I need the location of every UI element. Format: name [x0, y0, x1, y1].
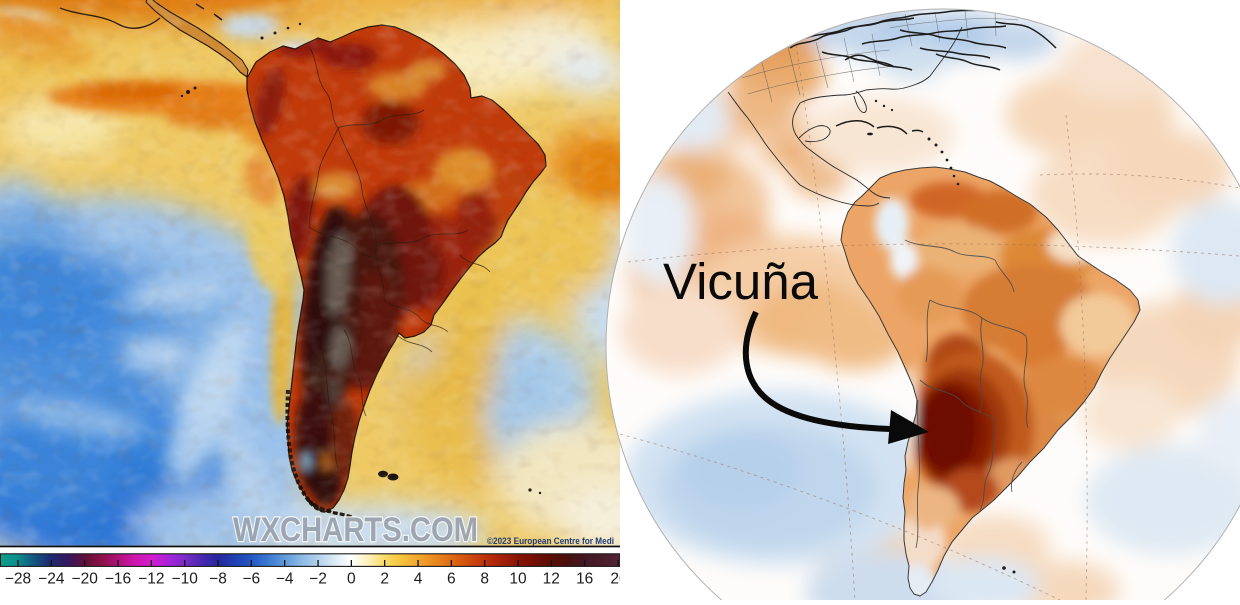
svg-text:−10: −10 [172, 571, 199, 588]
svg-text:©2023 European Centre for Medi: ©2023 European Centre for Medi [487, 536, 614, 546]
svg-text:−2: −2 [309, 571, 327, 588]
svg-text:2: 2 [380, 571, 389, 588]
svg-text:8: 8 [480, 571, 489, 588]
svg-text:WXCHARTS.COM: WXCHARTS.COM [233, 511, 478, 549]
svg-text:−20: −20 [72, 571, 99, 588]
svg-text:−24: −24 [38, 571, 65, 588]
svg-text:10: 10 [509, 571, 527, 588]
svg-text:0: 0 [347, 571, 356, 588]
svg-text:20: 20 [610, 571, 628, 588]
svg-text:−12: −12 [138, 571, 164, 588]
svg-text:−4: −4 [276, 571, 294, 588]
svg-text:−6: −6 [242, 571, 260, 588]
svg-text:16: 16 [576, 571, 593, 588]
svg-text:−28: −28 [5, 571, 31, 588]
svg-text:−8: −8 [209, 571, 227, 588]
svg-text:12: 12 [543, 571, 560, 588]
svg-text:−16: −16 [105, 571, 131, 588]
svg-text:6: 6 [447, 571, 456, 588]
svg-text:4: 4 [414, 571, 423, 588]
svg-text:Vicuña: Vicuña [663, 253, 819, 310]
